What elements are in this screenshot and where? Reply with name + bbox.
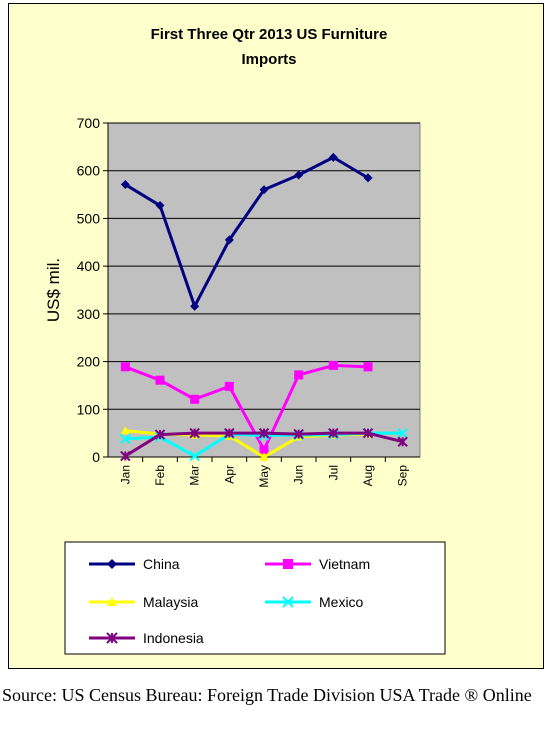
- legend-label: Mexico: [319, 594, 364, 610]
- y-tick-label: 400: [77, 258, 101, 274]
- data-point-indonesia: [189, 427, 200, 439]
- chart-title-line-2: Imports: [241, 51, 296, 68]
- plot-area: [107, 122, 421, 458]
- legend-swatch-marker: [106, 632, 118, 644]
- source-note: Source: US Census Bureau: Foreign Trade …: [2, 685, 532, 705]
- line-chart: First Three Qtr 2013 US Furniture Import…: [44, 26, 446, 655]
- legend-label: China: [143, 556, 180, 572]
- legend-item-indonesia: Indonesia: [89, 630, 204, 646]
- data-point-malaysia: [259, 452, 269, 461]
- data-point-china: [155, 201, 165, 211]
- y-tick-label: 600: [77, 163, 101, 179]
- data-point-china: [363, 173, 373, 183]
- series-line-china: [124, 155, 369, 308]
- y-tick-label: 0: [92, 449, 100, 465]
- legend-item-malaysia: Malaysia: [89, 594, 198, 610]
- legend-item-vietnam: Vietnam: [265, 556, 370, 572]
- x-tick-label: Sep: [396, 465, 410, 487]
- data-point-indonesia: [154, 429, 166, 440]
- x-tick-label: May: [257, 465, 271, 488]
- x-tick-label: Jul: [326, 465, 340, 480]
- gridlines: [108, 122, 420, 410]
- data-point-vietnam: [120, 362, 130, 372]
- data-point-china: [294, 170, 304, 180]
- data-point-indonesia: [328, 427, 339, 439]
- data-point-china: [259, 185, 269, 195]
- data-point-vietnam: [259, 445, 269, 455]
- data-point-vietnam: [190, 394, 200, 404]
- data-point-china: [190, 301, 200, 311]
- series-indonesia: [120, 427, 408, 462]
- legend-item-mexico: Mexico: [265, 594, 364, 610]
- x-axis-ticks: Jan Feb Mar Apr May Jun Jul Aug Sep: [118, 457, 410, 488]
- legend-label: Malaysia: [143, 594, 198, 610]
- data-point-vietnam: [294, 370, 304, 380]
- data-point-indonesia: [224, 427, 235, 439]
- x-tick-label: Aug: [361, 465, 375, 486]
- y-tick-label: 700: [77, 115, 101, 131]
- legend-swatch-marker: [282, 596, 294, 608]
- y-tick-label: 500: [77, 210, 101, 226]
- chart-panel: First Three Qtr 2013 US Furniture Import…: [8, 3, 544, 669]
- x-tick-label: Feb: [153, 465, 167, 486]
- data-point-malaysia: [120, 426, 130, 435]
- y-tick-label: 100: [77, 401, 101, 417]
- x-tick-label: Apr: [222, 465, 236, 484]
- data-point-indonesia: [397, 436, 408, 447]
- y-axis-ticks: 0 100 200 300 400 500 600 700: [77, 115, 108, 465]
- legend-label: Vietnam: [319, 556, 370, 572]
- y-tick-label: 300: [77, 306, 101, 322]
- legend-swatch-marker: [107, 597, 117, 606]
- series-line-vietnam: [124, 363, 369, 452]
- data-point-indonesia: [293, 428, 304, 440]
- data-point-mexico: [189, 450, 200, 462]
- legend-label: Indonesia: [143, 630, 204, 646]
- data-point-vietnam: [224, 381, 234, 391]
- x-tick-label: Jan: [118, 465, 132, 484]
- series-vietnam: [120, 360, 373, 455]
- y-axis-label: US$ mil.: [44, 258, 63, 322]
- data-point-china: [328, 152, 338, 162]
- legend: China Vietnam Malaysia Mexico Indonesia: [89, 556, 370, 646]
- data-point-mexico: [397, 427, 408, 439]
- data-point-vietnam: [363, 362, 373, 372]
- legend-item-china: China: [89, 556, 180, 572]
- y-tick-label: 200: [77, 354, 101, 370]
- series-group: [120, 152, 408, 462]
- x-tick-label: Jun: [292, 465, 306, 484]
- legend-swatch-marker: [283, 559, 293, 569]
- data-point-china: [120, 180, 130, 190]
- data-point-mexico: [120, 433, 131, 445]
- x-tick-label: Mar: [188, 465, 202, 486]
- data-point-indonesia: [258, 427, 270, 439]
- data-point-indonesia: [362, 427, 374, 439]
- data-point-indonesia: [120, 450, 131, 462]
- legend-box: [64, 541, 446, 655]
- series-china: [120, 152, 373, 311]
- data-point-vietnam: [155, 375, 165, 385]
- legend-swatch-marker: [107, 559, 117, 569]
- chart-title-line-1: First Three Qtr 2013 US Furniture: [151, 26, 388, 43]
- data-point-china: [224, 235, 234, 245]
- data-point-vietnam: [328, 360, 338, 370]
